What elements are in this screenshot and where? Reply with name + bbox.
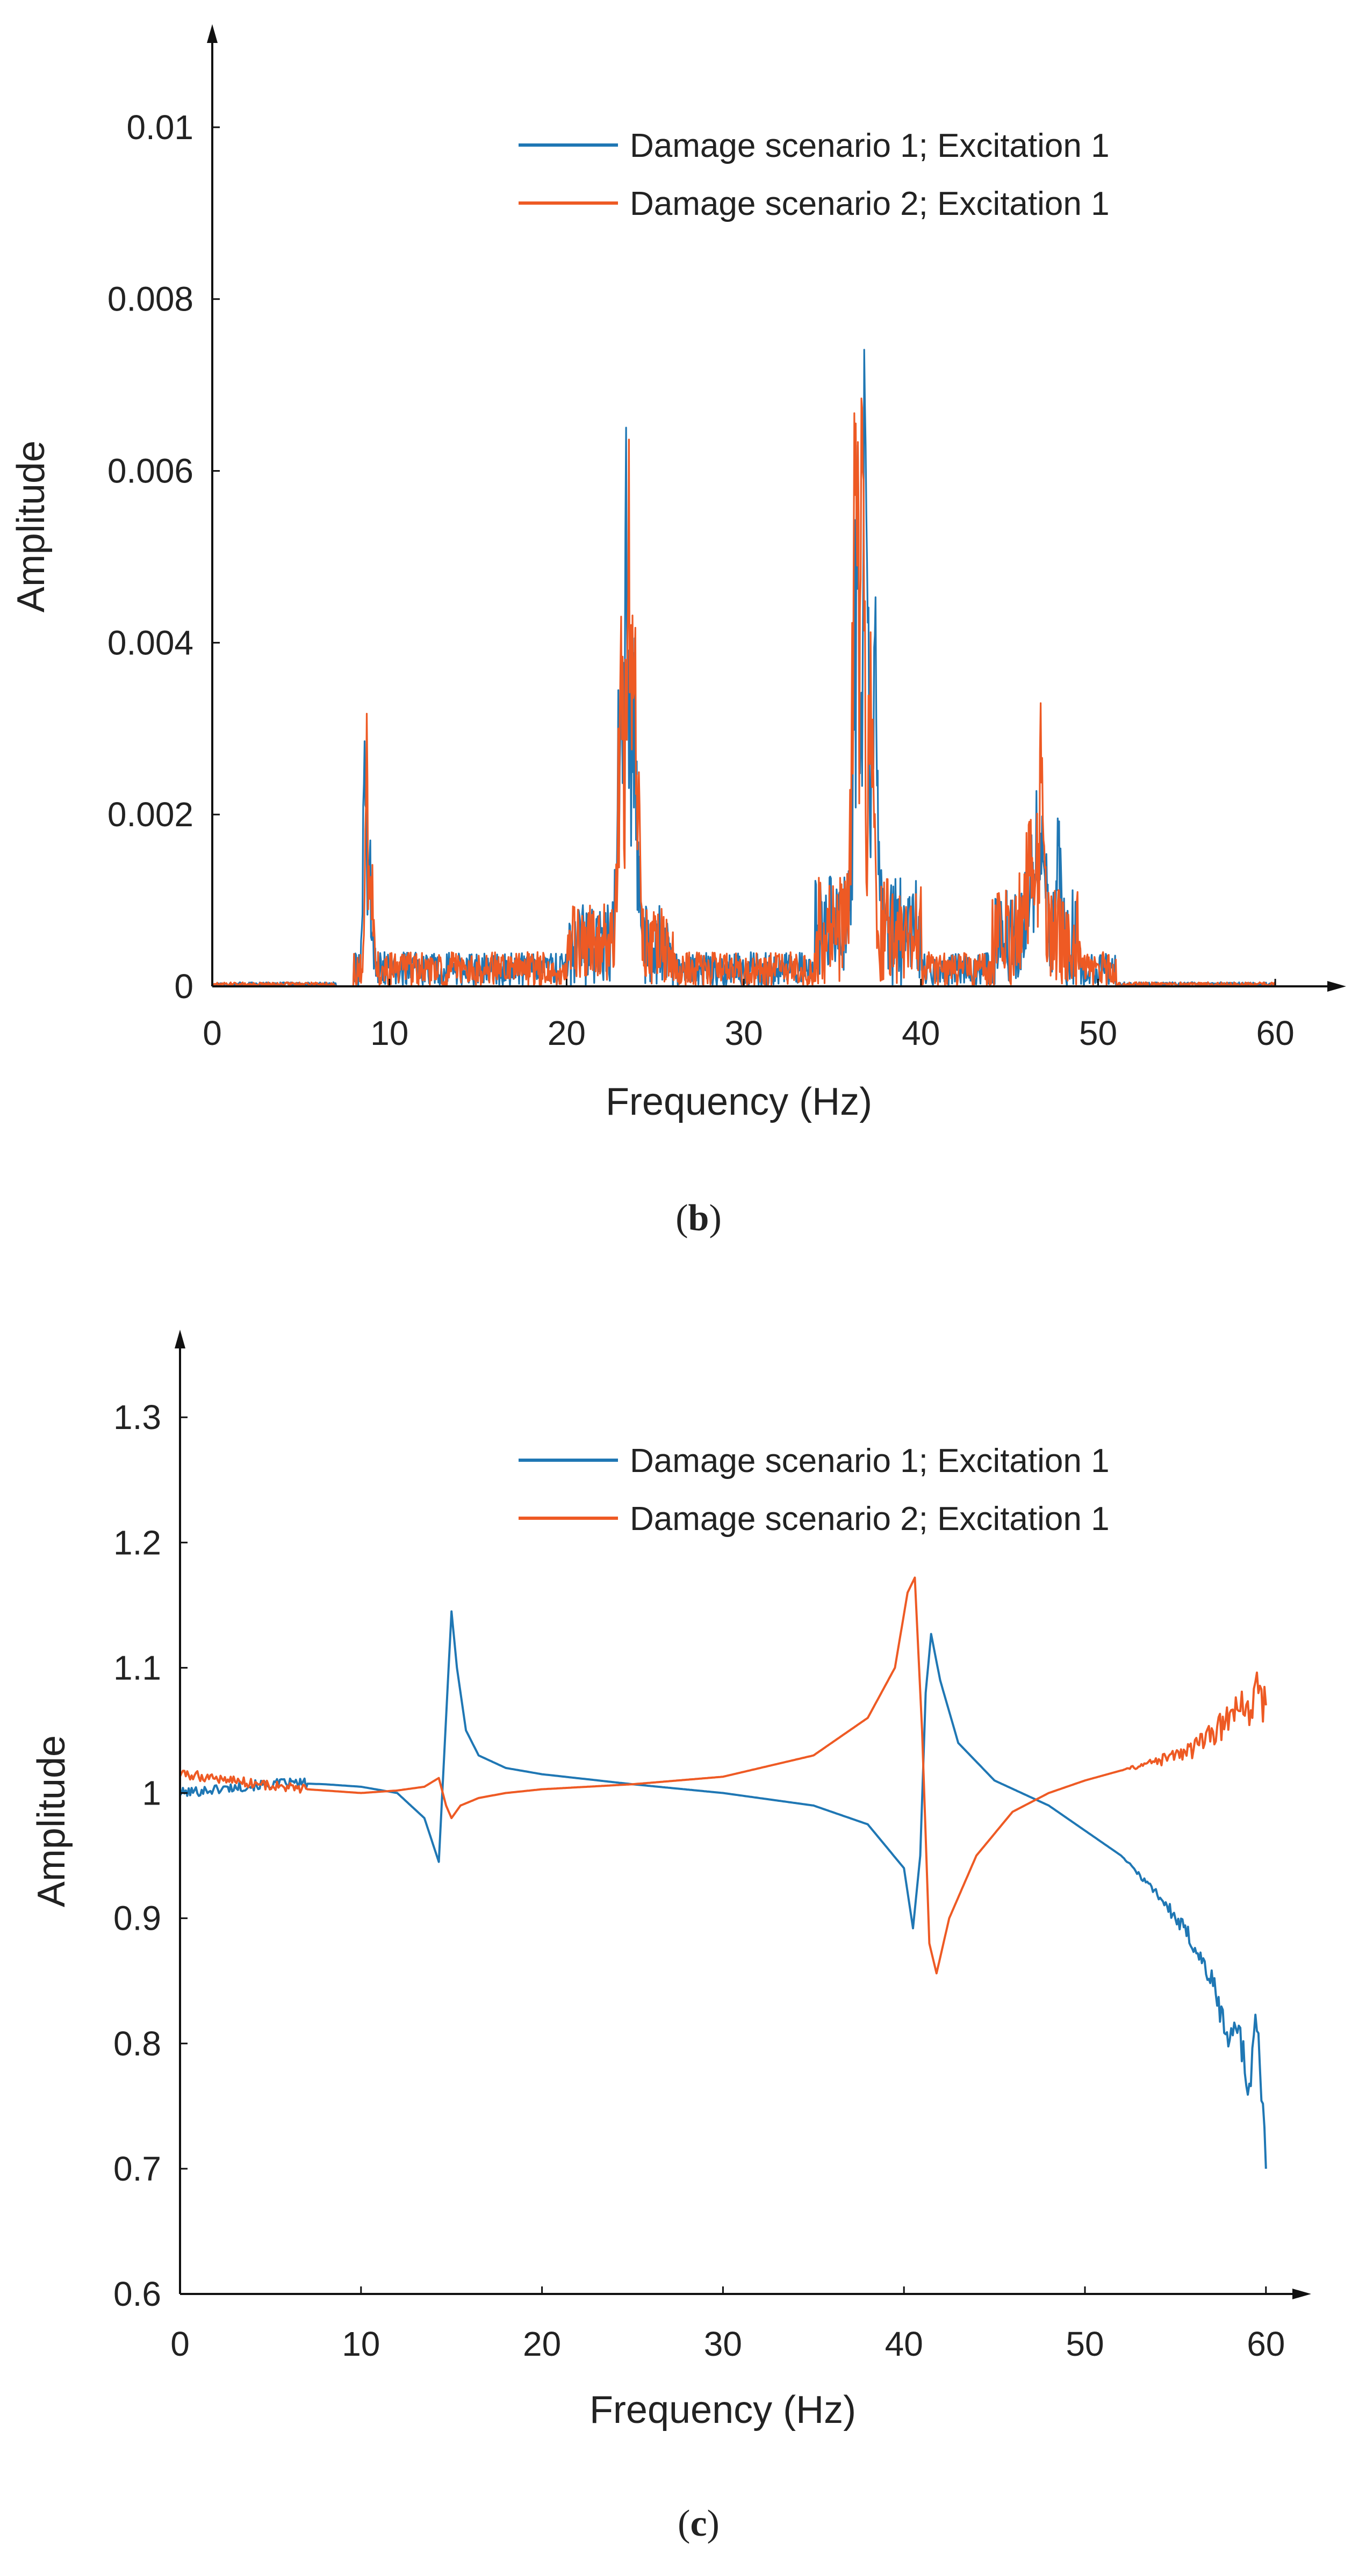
series-group bbox=[180, 1576, 1267, 2169]
series-line-2 bbox=[212, 398, 1276, 987]
x-tick-label: 50 bbox=[1066, 2325, 1104, 2363]
x-tick-label: 60 bbox=[1256, 1014, 1295, 1052]
y-tick-label: 1.2 bbox=[113, 1523, 161, 1562]
y-tick-label: 1.3 bbox=[113, 1398, 161, 1437]
caption-close-paren: ) bbox=[709, 1197, 721, 1239]
x-tick-label: 0 bbox=[170, 2325, 190, 2363]
caption-letter: c bbox=[690, 2503, 707, 2544]
caption-open-paren: ( bbox=[675, 1197, 688, 1239]
y-tick-label: 0 bbox=[174, 967, 193, 1006]
x-tick-label: 10 bbox=[370, 1014, 408, 1052]
y-tick-label: 1.1 bbox=[113, 1648, 161, 1687]
x-tick-labels: 0 10 20 30 40 50 60 bbox=[203, 979, 1295, 1052]
series-line-2 bbox=[180, 1576, 1267, 1975]
x-tick-label: 30 bbox=[724, 1014, 763, 1052]
y-axis-arrow-icon bbox=[175, 1330, 185, 1348]
caption-open-paren: ( bbox=[678, 2503, 690, 2544]
x-tick-label: 40 bbox=[885, 2325, 923, 2363]
y-tick-label: 0.008 bbox=[107, 280, 193, 319]
legend: Damage scenario 1; Excitation 1 Damage s… bbox=[519, 1442, 1110, 1538]
x-tick-label: 60 bbox=[1247, 2325, 1285, 2363]
caption-close-paren: ) bbox=[707, 2503, 720, 2544]
panel-caption-b: (b) bbox=[675, 1197, 722, 1239]
y-tick-label: 0.002 bbox=[107, 795, 193, 834]
chart-panel-c: 0 10 20 30 40 50 60 0.6 0.7 0.8 0.9 1 1.1 1.2 1.3 Fre… bbox=[30, 1330, 1311, 2544]
series-group bbox=[212, 349, 1276, 987]
y-tick-label: 1 bbox=[142, 1774, 161, 1813]
caption-letter: b bbox=[688, 1197, 709, 1239]
x-tick-label: 20 bbox=[523, 2325, 561, 2363]
y-tick-label: 0.01 bbox=[126, 108, 193, 147]
x-tick-label: 0 bbox=[203, 1014, 222, 1052]
legend: Damage scenario 1; Excitation 1 Damage s… bbox=[519, 127, 1110, 222]
legend-label-series-2: Damage scenario 2; Excitation 1 bbox=[630, 185, 1110, 222]
y-tick-label: 0.006 bbox=[107, 452, 193, 490]
y-tick-label: 0.7 bbox=[113, 2149, 161, 2188]
x-tick-label: 10 bbox=[342, 2325, 380, 2363]
legend-label-series-1: Damage scenario 1; Excitation 1 bbox=[630, 127, 1110, 164]
legend-label-series-2: Damage scenario 2; Excitation 1 bbox=[630, 1500, 1110, 1538]
x-tick-labels: 0 10 20 30 40 50 60 bbox=[170, 2286, 1285, 2363]
panel-caption-c: (c) bbox=[678, 2503, 720, 2544]
x-tick-label: 20 bbox=[548, 1014, 586, 1052]
x-tick-label: 30 bbox=[704, 2325, 742, 2363]
x-axis-label: Frequency (Hz) bbox=[589, 2389, 856, 2431]
y-tick-label: 0.004 bbox=[107, 623, 193, 662]
y-axis-label: Amplitude bbox=[10, 441, 53, 612]
y-axis-arrow-icon bbox=[207, 24, 218, 43]
y-tick-labels: 0.6 0.7 0.8 0.9 1 1.1 1.2 1.3 bbox=[113, 1398, 188, 2313]
y-tick-label: 0.9 bbox=[113, 1899, 161, 1938]
y-tick-labels: 0 0.002 0.004 0.006 0.008 0.01 bbox=[107, 108, 220, 1006]
series-line-1 bbox=[180, 1610, 1267, 2169]
y-tick-label: 0.6 bbox=[113, 2275, 161, 2313]
x-axis-arrow-icon bbox=[1327, 981, 1346, 992]
legend-label-series-1: Damage scenario 1; Excitation 1 bbox=[630, 1442, 1110, 1480]
y-axis-label: Amplitude bbox=[30, 1735, 73, 1907]
x-axis-arrow-icon bbox=[1292, 2289, 1311, 2299]
y-tick-label: 0.8 bbox=[113, 2024, 161, 2063]
x-tick-label: 50 bbox=[1079, 1014, 1117, 1052]
chart-panel-b: 0 10 20 30 40 50 60 00.0020.0040.0060.0080.01 … bbox=[10, 24, 1346, 1239]
x-tick-label: 40 bbox=[902, 1014, 940, 1052]
x-axis-label: Frequency (Hz) bbox=[606, 1080, 872, 1123]
